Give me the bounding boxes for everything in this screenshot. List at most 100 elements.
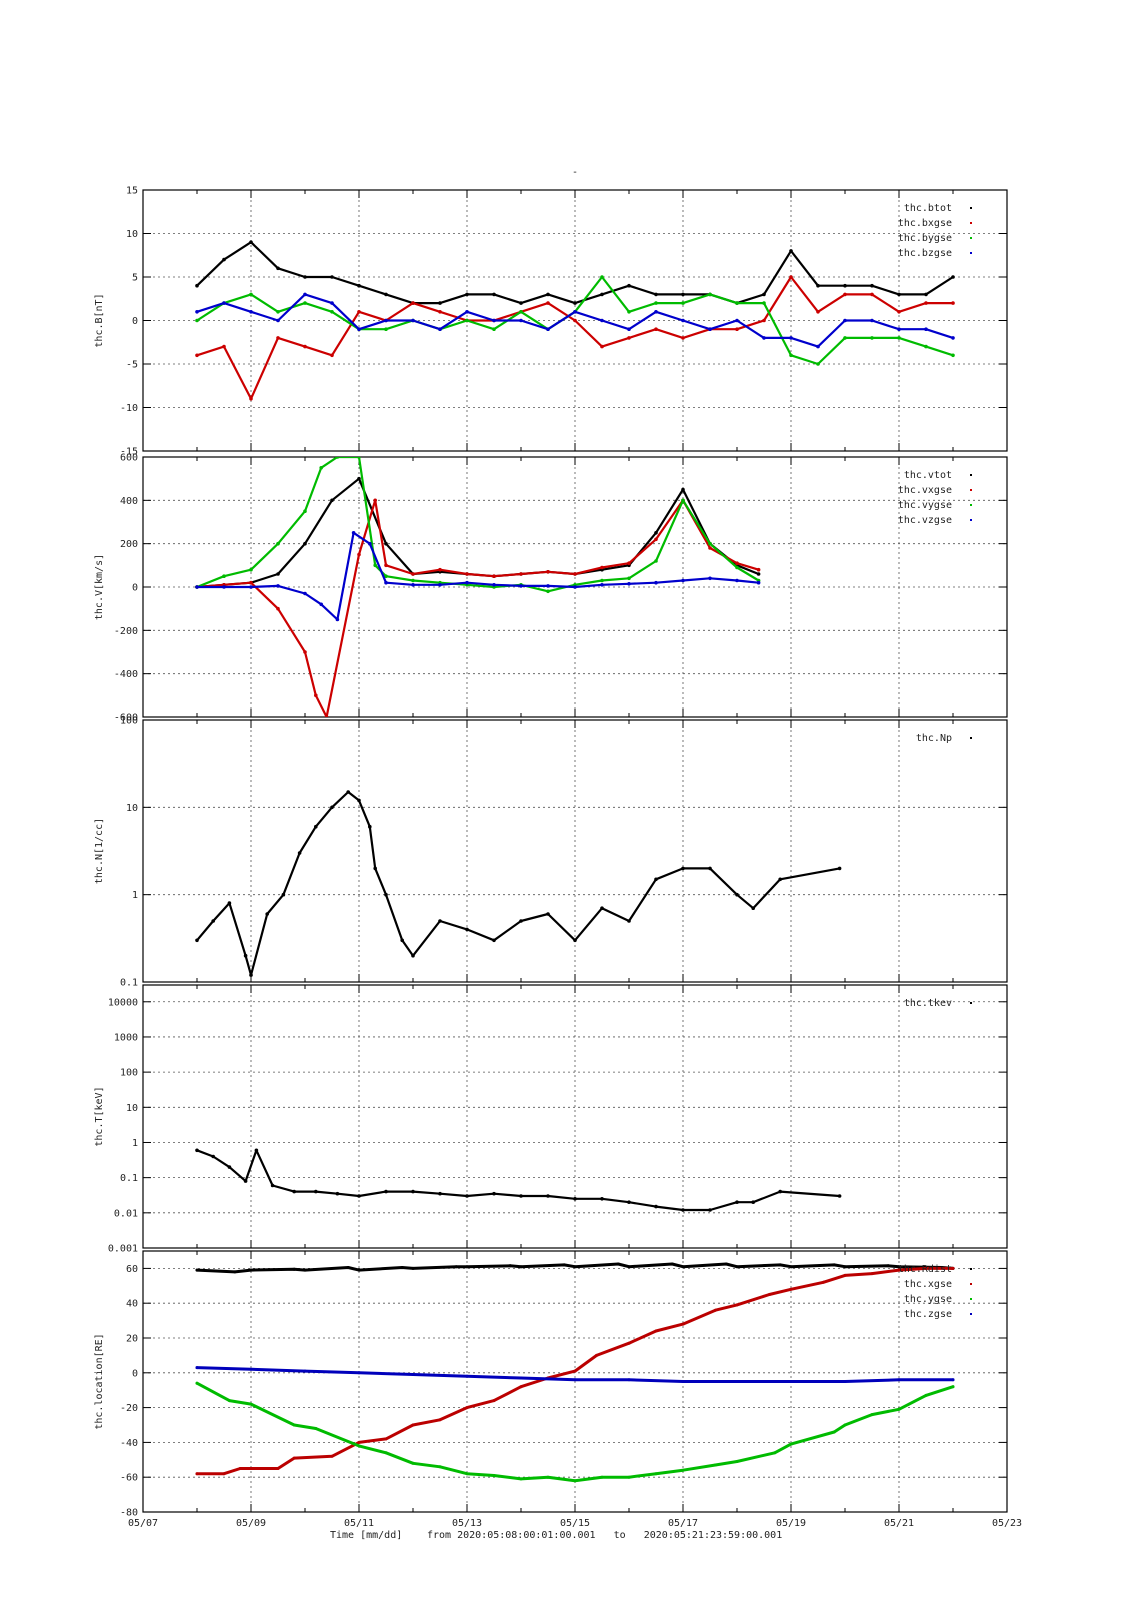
series-line: [195, 1381, 955, 1483]
data-point: [681, 578, 685, 583]
data-point: [573, 1197, 577, 1201]
data-point: [573, 301, 577, 305]
data-point: [357, 310, 361, 314]
y-tick-label: 400: [120, 496, 138, 507]
data-point: [465, 292, 469, 297]
data-point: [600, 583, 604, 587]
legend-entry: thc.bygse: [898, 233, 952, 244]
data-point: [751, 1200, 755, 1204]
data-point: [357, 552, 361, 557]
data-point: [573, 1479, 577, 1483]
y-tick-label: 0.1: [120, 1173, 138, 1184]
data-point: [195, 353, 199, 358]
data-point: [276, 336, 280, 340]
data-point: [627, 1475, 631, 1479]
data-point: [654, 310, 658, 314]
data-point: [373, 866, 378, 871]
x-tick-label: 05/23: [992, 1518, 1022, 1529]
data-point: [708, 866, 712, 871]
y-axis-label: thc.T[keV]: [94, 1086, 105, 1146]
data-point: [465, 1406, 469, 1410]
data-point: [789, 275, 793, 279]
data-point: [222, 301, 226, 305]
y-tick-label: 1000: [114, 1032, 138, 1043]
data-point: [411, 953, 415, 958]
data-point: [886, 1264, 890, 1268]
data-point: [708, 292, 712, 297]
data-point: [600, 1197, 604, 1201]
data-point: [627, 1200, 631, 1204]
data-point: [384, 1189, 388, 1194]
legend-marker: [970, 207, 972, 209]
data-point: [314, 1189, 318, 1194]
data-point: [357, 1440, 361, 1444]
data-point: [951, 1385, 955, 1389]
data-point: [708, 576, 712, 581]
data-point: [346, 790, 351, 794]
data-point: [843, 1273, 847, 1277]
data-point: [243, 1179, 248, 1183]
y-tick-label: 15: [126, 186, 138, 197]
data-point: [573, 585, 577, 589]
data-point: [546, 292, 550, 297]
data-point: [654, 559, 658, 563]
y-tick-label: 10: [126, 803, 138, 814]
data-point: [762, 336, 766, 340]
data-point: [211, 919, 215, 923]
data-point: [789, 1265, 793, 1269]
data-point: [870, 1272, 874, 1276]
data-point: [519, 301, 523, 305]
data-point: [303, 275, 307, 279]
plot-area: [195, 790, 842, 977]
data-point: [681, 1265, 685, 1269]
data-point: [227, 901, 232, 905]
data-point: [281, 892, 286, 897]
data-point: [330, 301, 334, 305]
data-point: [816, 283, 820, 288]
data-point: [681, 336, 685, 340]
data-point: [373, 498, 378, 503]
data-point: [843, 1265, 847, 1269]
series-line: [195, 477, 760, 589]
data-point: [227, 1165, 232, 1169]
data-point: [870, 283, 874, 288]
y-tick-label: 0.01: [114, 1208, 138, 1219]
data-point: [438, 1418, 442, 1422]
data-point: [573, 1369, 577, 1373]
data-point: [292, 1423, 296, 1427]
series-line: [195, 790, 841, 977]
data-point: [821, 1280, 825, 1284]
data-point: [438, 567, 442, 572]
y-tick-label: 1: [132, 1138, 138, 1149]
data-point: [411, 572, 415, 576]
data-point: [616, 1262, 620, 1266]
data-point: [492, 327, 496, 332]
data-point: [297, 851, 302, 855]
data-point: [492, 292, 496, 297]
data-point: [951, 301, 955, 305]
y-tick-label: 100: [120, 1068, 138, 1079]
data-point: [276, 310, 280, 314]
data-point: [319, 602, 324, 607]
data-point: [357, 327, 361, 332]
data-point: [843, 1423, 847, 1427]
data-point: [708, 541, 712, 546]
data-point: [249, 240, 253, 244]
data-point: [195, 310, 199, 314]
data-point: [951, 1378, 955, 1382]
legend-marker: [970, 519, 972, 521]
data-point: [384, 563, 388, 568]
data-point: [384, 892, 388, 897]
series-thc-Np: [195, 790, 842, 977]
data-point: [627, 582, 631, 586]
y-tick-label: 60: [126, 1264, 138, 1275]
legend-marker: [970, 1283, 972, 1285]
y-tick-label: -80: [120, 1508, 138, 1519]
data-point: [303, 541, 307, 546]
data-point: [627, 576, 631, 581]
data-point: [330, 498, 334, 503]
data-point: [222, 344, 226, 349]
data-point: [195, 283, 199, 288]
data-point: [546, 1194, 550, 1198]
